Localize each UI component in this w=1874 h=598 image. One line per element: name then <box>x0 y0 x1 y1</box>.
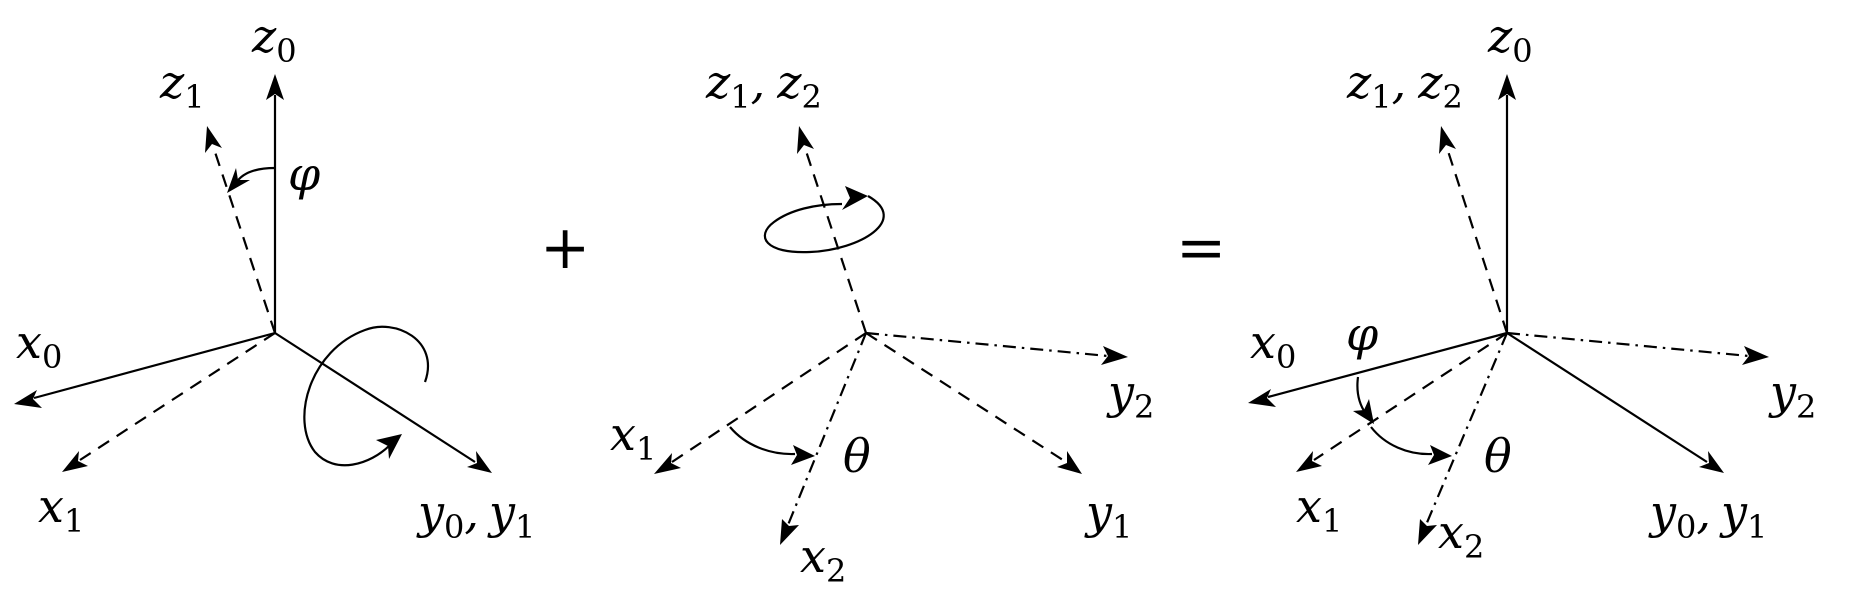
label-z0: z0 <box>251 9 297 70</box>
label-y2: y2 <box>1106 365 1154 426</box>
y0-y1-axis <box>274 332 476 463</box>
label-x1: x1 <box>610 407 656 468</box>
x0-arrowhead <box>14 390 42 408</box>
equals-operator: = <box>1176 213 1226 283</box>
z0-arrowhead <box>1498 74 1516 100</box>
y2-axis <box>865 331 1109 358</box>
label-phi: φ <box>1346 307 1379 361</box>
label-phi: φ <box>288 147 321 201</box>
y2-axis <box>1506 331 1750 358</box>
label-theta: θ <box>843 429 871 483</box>
y2-arrowhead <box>1101 346 1128 365</box>
theta-arc <box>1370 426 1433 456</box>
label-x1: x1 <box>38 479 84 540</box>
x1-axis <box>671 332 867 463</box>
panel-1-rotation-phi: z0 z1 φ x0 x1 y0, y1 <box>14 9 535 546</box>
x1-arrowhead <box>62 451 88 472</box>
phi-arc-arrowhead <box>227 168 250 193</box>
rotation-ellipse-z-arrowhead <box>842 186 868 210</box>
label-y1: y1 <box>1084 485 1132 546</box>
z1-z2-axis <box>1445 147 1509 334</box>
x2-arrowhead <box>780 519 799 545</box>
y1-arrowhead <box>1057 451 1082 474</box>
label-theta: θ <box>1484 429 1512 483</box>
label-z1-z2: z1, z2 <box>705 55 822 116</box>
rotation-arc-y-arrowhead <box>376 434 402 459</box>
x2-arrowhead <box>1418 519 1437 545</box>
rotation-arc-y <box>303 325 429 467</box>
phi-arc-arrowhead <box>1353 399 1374 424</box>
panel-2-rotation-theta: z1, z2 x1 θ x2 y1 y2 <box>610 55 1154 590</box>
panel-3-composed-rotation: z0 z1, z2 x0 φ θ x1 x2 y2 y0, y1 <box>1248 9 1816 566</box>
label-x1: x1 <box>1296 479 1342 540</box>
label-z1-z2: z1, z2 <box>1346 55 1463 116</box>
label-x2: x2 <box>800 529 846 590</box>
z1-z2-arrowhead <box>1439 126 1456 154</box>
y2-arrowhead <box>1742 346 1769 365</box>
label-z0: z0 <box>1487 9 1533 70</box>
z0-arrowhead <box>266 74 284 100</box>
theta-arc-arrowhead <box>1428 445 1452 465</box>
x2-axis <box>1424 332 1509 526</box>
x2-axis <box>786 332 868 526</box>
x0-axis <box>33 331 276 400</box>
y0-y1-axis <box>1506 332 1708 463</box>
theta-arc <box>729 426 796 456</box>
x0-arrowhead <box>1248 389 1276 407</box>
x1-axis <box>79 332 276 461</box>
z1-z2-axis <box>803 147 868 334</box>
z1-axis <box>211 145 277 334</box>
label-y2: y2 <box>1768 365 1816 426</box>
z1-arrowhead <box>205 126 222 153</box>
x1-axis <box>1313 332 1508 461</box>
y0-y1-arrowhead <box>467 451 492 473</box>
theta-arc-arrowhead <box>791 445 815 465</box>
rotation-ellipse-z <box>763 195 885 254</box>
x0-axis <box>1267 331 1508 399</box>
label-x0: x0 <box>16 315 62 376</box>
label-x0: x0 <box>1250 315 1296 376</box>
label-y0-y1: y0, y1 <box>416 485 535 546</box>
z1-z2-arrowhead <box>797 126 814 154</box>
y1-axis <box>865 332 1067 463</box>
label-y0-y1: y0, y1 <box>1648 485 1767 546</box>
x1-arrowhead <box>1296 451 1322 472</box>
label-x2: x2 <box>1438 505 1484 566</box>
y0-y1-arrowhead <box>1699 451 1724 473</box>
plus-operator: + <box>540 213 590 283</box>
label-z1: z1 <box>159 55 205 116</box>
x1-arrowhead <box>654 453 681 474</box>
